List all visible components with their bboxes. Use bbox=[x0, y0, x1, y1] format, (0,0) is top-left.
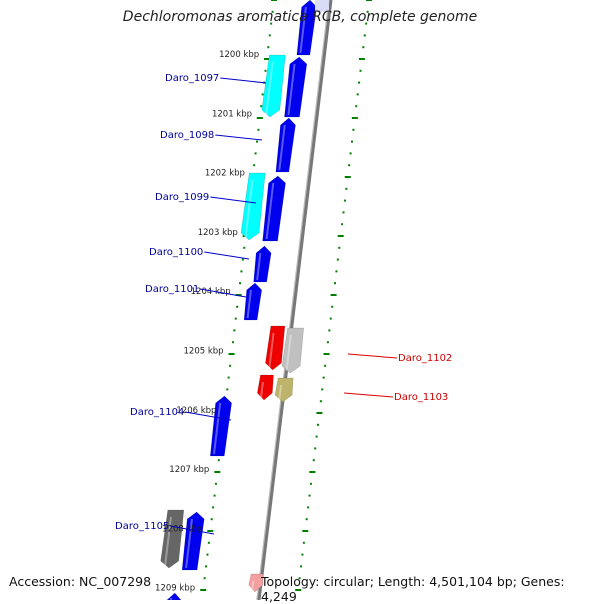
scale-tick-label: 1205 kbp bbox=[184, 347, 224, 357]
scale-tick-label: 1209 kbp bbox=[155, 584, 195, 594]
map-title: Dechloromonas aromatica RCB, complete ge… bbox=[0, 9, 600, 25]
accession-text: Accession: NC_007298 bbox=[9, 574, 151, 589]
gene-arrow-daro-1103 bbox=[257, 375, 273, 400]
gene-label[interactable]: Daro_1097 bbox=[165, 73, 219, 84]
gene-label[interactable]: Daro_1101 bbox=[145, 284, 199, 295]
gene-label-leader bbox=[204, 252, 249, 259]
rna-feature-1099 bbox=[241, 173, 265, 240]
scale-tick-label: 1201 kbp bbox=[212, 109, 252, 119]
gene-label[interactable]: Daro_1103 bbox=[394, 392, 448, 403]
gene-arrow-daro-1102 bbox=[265, 326, 284, 370]
scale-tick-label: 1203 kbp bbox=[198, 228, 238, 238]
gene-arrow-daro-1100 bbox=[254, 246, 271, 282]
gene-label[interactable]: Daro_1104 bbox=[130, 407, 184, 418]
gene-label-leader bbox=[348, 354, 397, 358]
gene-label-leader bbox=[220, 78, 266, 83]
feature-pink-shade bbox=[252, 581, 253, 590]
scale-tick-label: 1202 kbp bbox=[205, 169, 245, 179]
gene-arrow-daro-1101 bbox=[244, 283, 262, 320]
feature-gray-1102 bbox=[282, 328, 304, 373]
gene-label[interactable]: Daro_1099 bbox=[155, 192, 209, 203]
gene-arrow-daro-1098 bbox=[276, 118, 296, 172]
gene-arrow-daro-1099 bbox=[263, 176, 286, 241]
feature-track bbox=[161, 0, 329, 600]
feature-tan-1103 bbox=[275, 378, 293, 402]
gene-arrow-daro-1106 bbox=[167, 593, 181, 600]
gene-label[interactable]: Daro_1100 bbox=[149, 247, 203, 258]
scale-tick-label: 1200 kbp bbox=[219, 50, 259, 60]
gene-label[interactable]: Daro_1102 bbox=[398, 353, 452, 364]
gene-label-leader bbox=[344, 393, 393, 397]
gene-arrow-daro-1097 bbox=[284, 57, 306, 117]
gene-arrow-daro-1105 bbox=[182, 512, 204, 570]
rna-feature-1097 bbox=[262, 55, 286, 117]
gene-label[interactable]: Daro_1105 bbox=[115, 521, 169, 532]
reverse-tick-track bbox=[295, 0, 372, 590]
gene-label-leader bbox=[215, 135, 262, 140]
gene-label[interactable]: Daro_1098 bbox=[160, 130, 214, 141]
scale-tick-label: 1207 kbp bbox=[169, 465, 209, 475]
feature-dark-gray bbox=[161, 510, 184, 568]
